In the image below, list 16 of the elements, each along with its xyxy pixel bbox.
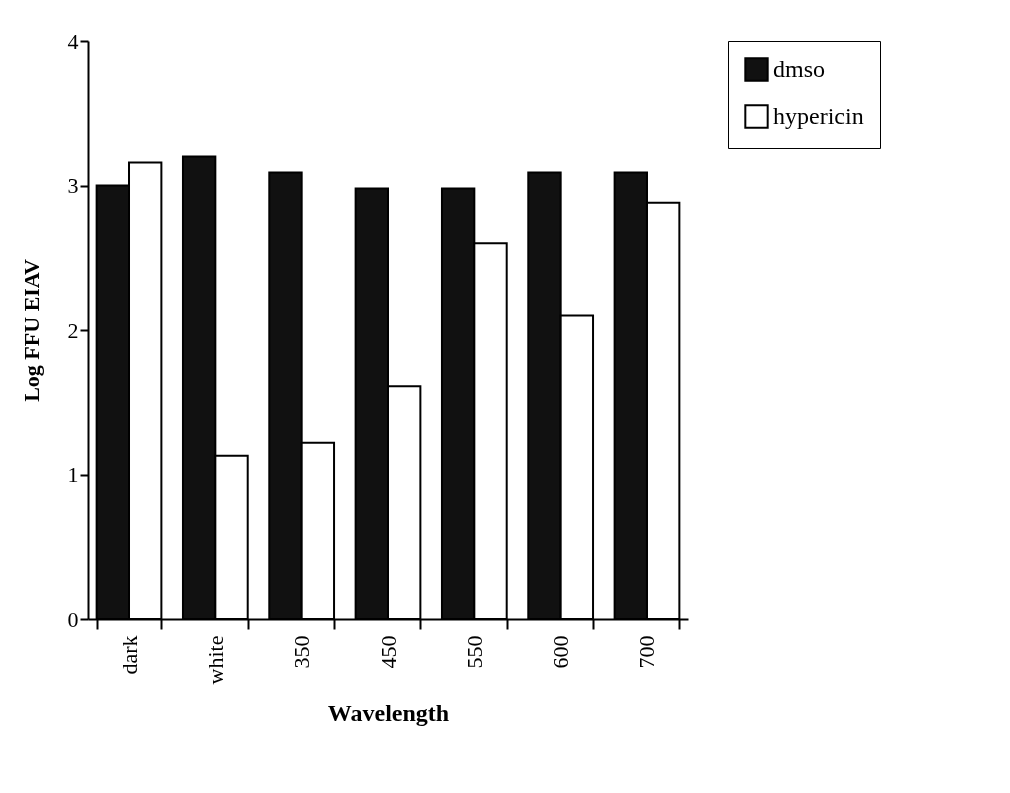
x-tick-label: 550 xyxy=(461,635,487,669)
x-tick-label: 700 xyxy=(634,635,660,669)
x-axis-title: Wavelength xyxy=(327,700,450,727)
x-tick-label: white xyxy=(202,635,228,685)
y-tick-label: 1 xyxy=(67,462,79,487)
legend-label: dmso xyxy=(773,55,826,82)
y-tick-label: 3 xyxy=(67,173,79,198)
y-tick-label: 4 xyxy=(67,28,79,54)
y-axis-title: Log FFU EIAV xyxy=(18,259,44,402)
x-tick-label: 350 xyxy=(289,635,315,669)
legend-label: hypericin xyxy=(773,102,864,129)
x-tick-label: dark xyxy=(116,635,142,675)
y-tick-label: 2 xyxy=(67,317,79,343)
x-tick-label: 600 xyxy=(548,635,574,669)
x-tick-label: 450 xyxy=(375,635,401,669)
y-tick-label: 0 xyxy=(67,606,79,632)
